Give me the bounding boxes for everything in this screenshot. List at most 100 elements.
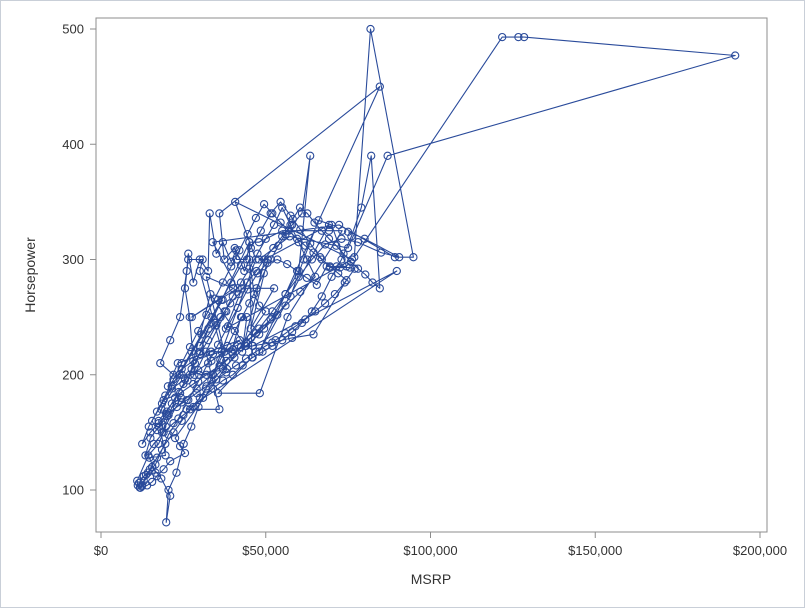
data-point xyxy=(314,216,323,225)
data-point xyxy=(175,442,185,451)
x-tick-label: $150,000 xyxy=(568,543,622,558)
data-point xyxy=(353,238,363,247)
data-point xyxy=(241,354,251,363)
data-point xyxy=(281,329,290,338)
data-point xyxy=(162,412,172,421)
data-point xyxy=(332,241,341,250)
data-point xyxy=(324,234,334,243)
data-point xyxy=(255,301,264,310)
plot-area xyxy=(95,17,768,533)
data-point xyxy=(317,226,326,235)
data-point xyxy=(241,341,251,351)
data-point xyxy=(164,485,173,495)
data-point xyxy=(202,310,211,319)
data-point xyxy=(189,278,198,287)
data-point xyxy=(207,356,216,366)
data-point xyxy=(276,197,285,207)
data-point xyxy=(166,457,175,466)
data-point xyxy=(210,294,219,303)
data-point xyxy=(175,312,185,322)
data-point xyxy=(337,234,346,243)
data-point xyxy=(269,243,278,253)
data-point xyxy=(162,407,172,416)
data-point xyxy=(230,326,239,336)
data-point xyxy=(235,246,244,255)
y-tick-label: 400 xyxy=(62,137,84,152)
data-point xyxy=(340,278,349,287)
data-point xyxy=(216,355,225,364)
data-point xyxy=(184,249,193,258)
data-point xyxy=(204,324,213,333)
data-point xyxy=(217,347,226,356)
data-point xyxy=(202,382,211,391)
data-point xyxy=(152,472,162,481)
data-point xyxy=(207,376,216,385)
data-point xyxy=(310,218,319,227)
data-point xyxy=(357,203,366,212)
data-point xyxy=(294,272,303,281)
data-point xyxy=(175,389,185,398)
data-point xyxy=(278,336,287,345)
y-tick-label: 200 xyxy=(62,367,84,382)
data-point xyxy=(159,395,168,405)
data-point xyxy=(332,262,341,271)
data-point xyxy=(173,359,182,368)
data-point xyxy=(301,315,310,324)
data-point xyxy=(222,368,231,377)
data-point xyxy=(238,361,247,370)
series-line xyxy=(136,28,736,523)
data-point xyxy=(250,289,259,299)
data-point xyxy=(187,347,196,356)
data-point xyxy=(212,249,221,258)
data-point xyxy=(170,433,180,443)
data-point xyxy=(213,340,223,349)
data-point xyxy=(157,445,167,454)
data-point xyxy=(172,468,181,477)
data-point xyxy=(179,379,188,389)
data-point xyxy=(253,269,262,278)
data-point xyxy=(286,292,295,301)
data-point xyxy=(220,347,229,356)
data-point xyxy=(189,379,198,389)
data-point xyxy=(246,333,256,343)
data-point xyxy=(519,32,529,42)
data-point xyxy=(253,249,262,258)
data-point xyxy=(227,278,236,287)
data-point xyxy=(207,347,216,356)
data-point xyxy=(286,220,295,230)
data-point xyxy=(301,241,310,250)
x-axis: $0 $50,000 $100,000 $150,000 $200,000 xyxy=(94,532,787,558)
data-point xyxy=(218,238,228,247)
data-point xyxy=(213,389,223,398)
data-point xyxy=(375,284,384,293)
data-point xyxy=(159,465,168,474)
data-point xyxy=(366,24,375,34)
data-point xyxy=(259,200,269,209)
data-point xyxy=(144,422,153,431)
data-point xyxy=(228,284,238,293)
y-tick-label: 300 xyxy=(62,252,84,267)
data-point xyxy=(156,359,165,368)
data-point xyxy=(215,361,224,370)
data-point xyxy=(303,209,312,218)
data-point xyxy=(261,234,270,243)
data-point xyxy=(254,238,264,247)
data-point xyxy=(306,151,315,160)
data-point xyxy=(367,151,376,160)
data-point xyxy=(169,428,178,437)
data-point xyxy=(223,322,233,331)
data-point xyxy=(306,239,315,248)
data-point xyxy=(136,483,145,492)
data-point xyxy=(317,255,326,264)
data-point xyxy=(164,430,173,439)
data-point xyxy=(180,448,190,458)
data-point xyxy=(232,255,241,264)
data-point xyxy=(227,262,236,271)
data-point xyxy=(169,375,178,384)
data-point xyxy=(134,478,144,488)
x-tick-label: $50,000 xyxy=(242,543,289,558)
data-point xyxy=(228,349,237,359)
data-point xyxy=(182,266,191,276)
data-point xyxy=(174,414,183,423)
data-point xyxy=(205,209,214,218)
